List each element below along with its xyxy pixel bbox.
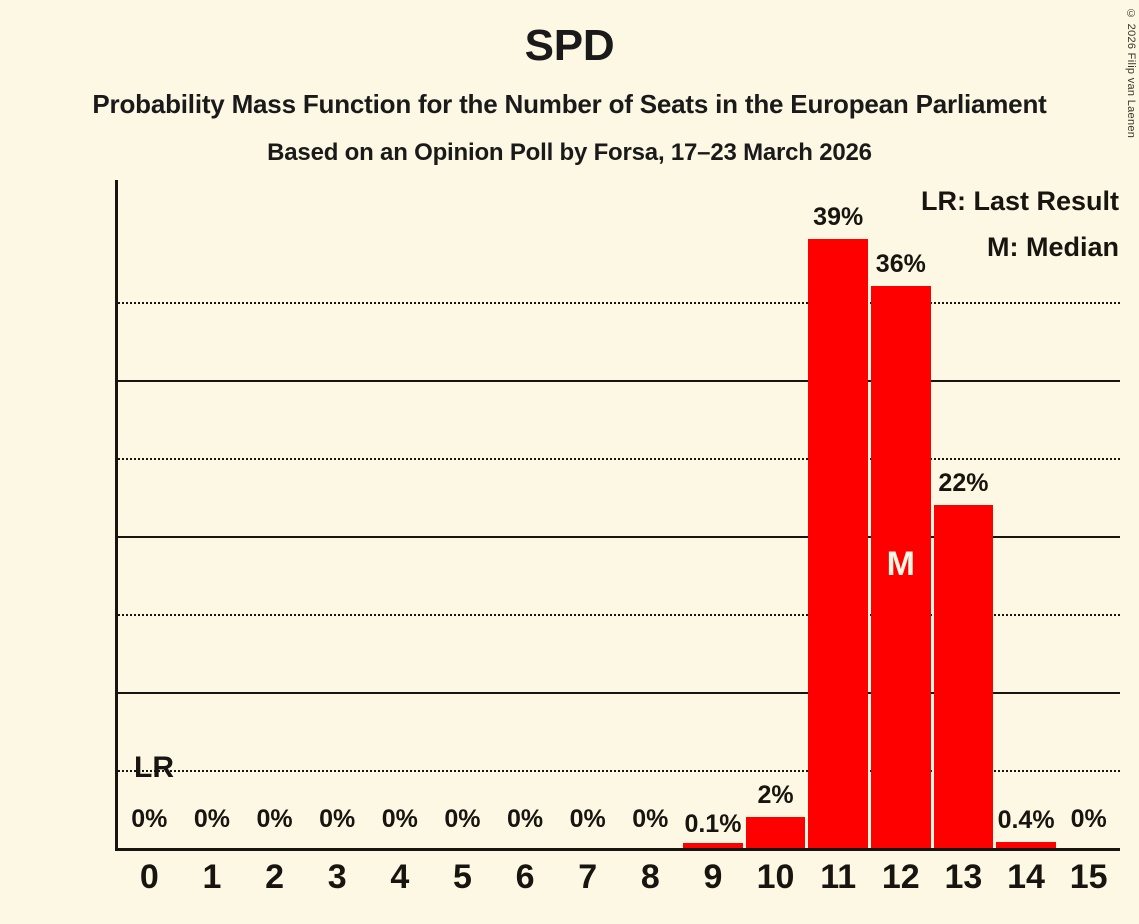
legend-item-last-result: LR: Last Result (920, 186, 1119, 216)
chart-subtitle: Probability Mass Function for the Number… (92, 89, 1047, 119)
x-axis-tick-label: 5 (452, 858, 472, 896)
legend-item-median: M: Median (987, 232, 1119, 262)
bar-value-label: 0% (131, 805, 168, 833)
x-axis-tick-label: 14 (1007, 858, 1045, 896)
bar-value-label: 0% (1070, 805, 1107, 833)
bar-value-label: 0% (381, 805, 418, 833)
copyright-notice: © 2026 Filip van Laenen (1125, 8, 1137, 139)
x-axis-tick-label: 4 (390, 858, 410, 896)
bar-value-label: 39% (813, 203, 864, 232)
gridline-minor (118, 613, 1120, 616)
gridline-minor (118, 769, 1120, 772)
x-axis-tick-label: 13 (944, 858, 983, 896)
x-axis-tick-label: 9 (703, 858, 723, 896)
bar (933, 504, 994, 848)
bar (808, 239, 868, 848)
gridline-major (118, 535, 1120, 538)
bar-value-label: 2% (757, 780, 794, 809)
gridline-major (118, 691, 1120, 694)
bar (745, 816, 806, 848)
bar-value-label: 0% (193, 805, 231, 833)
last-result-marker: LR (134, 750, 174, 784)
x-axis-tick-label: 6 (515, 858, 535, 896)
bar-value-label: 22% (938, 468, 989, 497)
bar (996, 841, 1056, 848)
bar-value-label: 36% (875, 250, 926, 279)
bar-value-label: 0% (569, 805, 606, 833)
legend: LR: Last Result M: Median (921, 184, 1119, 276)
x-axis-tick-label: 11 (820, 858, 857, 896)
page-title: SPD (524, 21, 615, 70)
gridline-minor (118, 301, 1120, 304)
bar-value-label: 0.1% (684, 810, 742, 839)
bar-value-label: 0% (256, 805, 293, 833)
gridline-major (118, 379, 1120, 382)
chart-source-note: Based on an Opinion Poll by Forsa, 17–23… (267, 139, 872, 166)
x-axis-tick-label: 7 (578, 858, 598, 896)
bar-value-label: 0.4% (997, 805, 1055, 834)
median-marker: M (886, 545, 915, 584)
bar-value-label: 0% (506, 805, 544, 833)
x-axis-tick-label: 15 (1069, 858, 1108, 896)
plot-area: M 0% 0% 0% 0% 0% 0% 0% 0% 0% 0.1% 2% 39% 36% 22% 0.4% 0… (115, 180, 1120, 851)
y-axis-line (115, 180, 118, 851)
x-axis-line (115, 848, 1120, 851)
gridline-minor (118, 457, 1120, 460)
x-axis-tick-label: 12 (881, 858, 920, 896)
x-axis-tick-label: 3 (327, 858, 347, 896)
bar-value-label: 0% (444, 805, 481, 833)
bar: M (871, 286, 931, 848)
x-axis-tick-label: 10 (756, 858, 795, 896)
bar-value-label: 0% (319, 805, 356, 833)
bar (683, 843, 743, 848)
bar-value-label: 0% (632, 805, 669, 833)
x-axis-tick-label: 8 (640, 858, 660, 896)
x-axis-tick-label: 2 (265, 858, 285, 896)
x-axis-tick-label: 0 (139, 858, 159, 896)
x-axis-tick-label: 1 (202, 858, 222, 896)
